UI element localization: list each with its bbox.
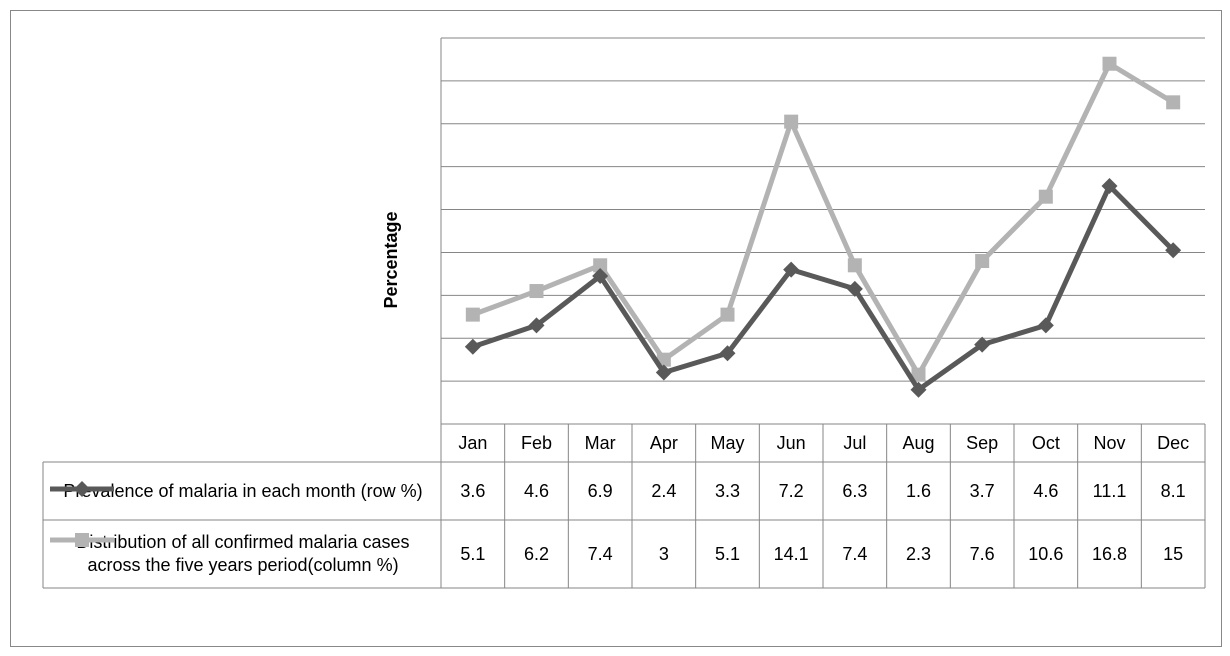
point [784, 114, 799, 129]
table-value: 8.1 [1161, 481, 1186, 501]
point [655, 364, 672, 381]
legend-label: Distribution of all confirmed malaria ca… [76, 532, 410, 575]
point [1166, 95, 1181, 110]
point [911, 367, 926, 382]
table-value: 7.6 [970, 544, 995, 564]
point [720, 307, 735, 322]
table-value: 15 [1163, 544, 1183, 564]
point [783, 261, 800, 278]
x-tick-label: Feb [521, 433, 552, 453]
point [975, 254, 990, 269]
table-value: 4.6 [1033, 481, 1058, 501]
point [464, 338, 481, 355]
point [529, 284, 544, 299]
legend-entry: Prevalence of malaria in each month (row… [50, 480, 436, 503]
y-axis-label: Percentage [381, 211, 401, 308]
legend-entry: Distribution of all confirmed malaria ca… [50, 531, 436, 577]
legend-marker [50, 533, 114, 547]
point [1165, 242, 1182, 259]
point [1037, 317, 1054, 334]
point [719, 345, 736, 362]
table-value: 4.6 [524, 481, 549, 501]
point [974, 336, 991, 353]
table-value: 14.1 [774, 544, 809, 564]
table-value: 2.3 [906, 544, 931, 564]
table-value: 5.1 [460, 544, 485, 564]
x-tick-label: Jun [777, 433, 806, 453]
table-value: 6.9 [588, 481, 613, 501]
point [592, 268, 609, 285]
point [910, 381, 927, 398]
table-value: 10.6 [1028, 544, 1063, 564]
table-value: 7.4 [588, 544, 613, 564]
point [846, 280, 863, 297]
table-value: 6.3 [842, 481, 867, 501]
legend-marker [50, 480, 114, 497]
chart-border [10, 10, 1222, 647]
series-line [472, 183, 1175, 393]
table-value: 11.1 [1093, 481, 1127, 501]
table-value: 3.3 [715, 481, 740, 501]
table-value: 16.8 [1092, 544, 1127, 564]
table-value: 7.4 [842, 544, 867, 564]
x-tick-label: Mar [585, 433, 616, 453]
table-value: 3.7 [970, 481, 995, 501]
point [1102, 56, 1117, 71]
table-value: 3.6 [460, 481, 485, 501]
table-value: 5.1 [715, 544, 740, 564]
table-value: 2.4 [651, 481, 676, 501]
x-tick-label: Dec [1157, 433, 1189, 453]
point [74, 480, 90, 497]
table-value: 6.2 [524, 544, 549, 564]
x-tick-label: Oct [1032, 433, 1060, 453]
series-line [471, 61, 1175, 378]
x-tick-label: Apr [650, 433, 678, 453]
x-tick-label: Jul [843, 433, 866, 453]
point [75, 533, 89, 547]
legend-label: Prevalence of malaria in each month (row… [63, 480, 423, 501]
point [465, 307, 480, 322]
point [1101, 177, 1118, 194]
table-value: 1.6 [906, 481, 931, 501]
point [1038, 189, 1053, 204]
x-tick-label: Aug [902, 433, 934, 453]
point [593, 258, 608, 273]
table-value: 7.2 [779, 481, 804, 501]
point [528, 317, 545, 334]
point [847, 258, 862, 273]
x-tick-label: Nov [1093, 433, 1125, 453]
table-value: 3 [659, 544, 669, 564]
x-tick-label: Sep [966, 433, 998, 453]
x-tick-label: May [710, 433, 744, 453]
x-tick-label: Jan [458, 433, 487, 453]
